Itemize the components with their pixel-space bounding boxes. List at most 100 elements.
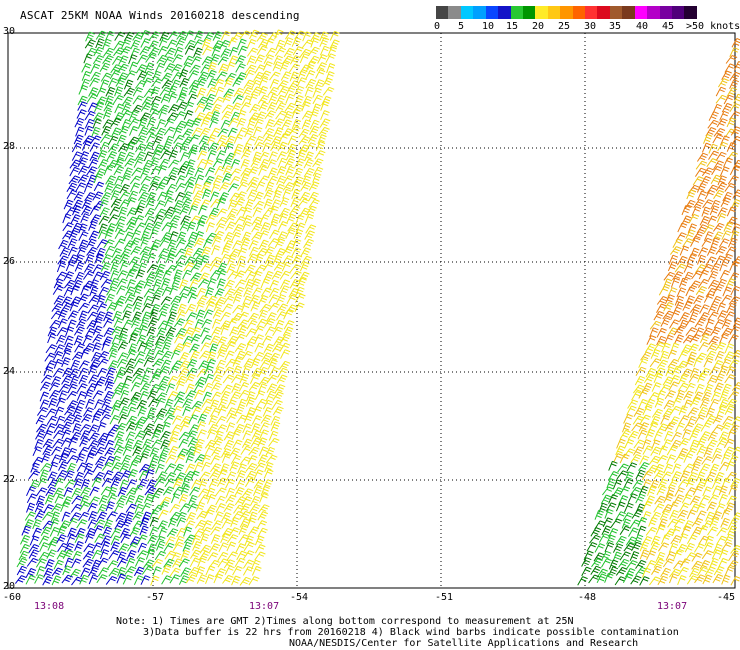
wind-barb	[164, 190, 174, 201]
wind-barb	[726, 87, 738, 97]
legend-color-swatch	[460, 6, 474, 19]
wind-barb	[224, 565, 235, 575]
wind-barb	[223, 439, 235, 450]
wind-barb	[171, 276, 181, 287]
wind-barb	[297, 70, 307, 81]
wind-barb	[39, 469, 49, 480]
wind-barb	[74, 343, 85, 353]
wind-barb	[126, 542, 139, 552]
wind-barb	[79, 437, 90, 447]
wind-barb	[53, 559, 64, 570]
wind-barb	[123, 167, 133, 178]
wind-barb	[664, 430, 674, 441]
wind-barb	[129, 175, 142, 185]
wind-barb	[189, 350, 200, 361]
wind-barb	[234, 496, 247, 506]
wind-barb	[172, 54, 184, 64]
wind-barb	[250, 157, 262, 168]
wind-barb	[721, 230, 732, 240]
wind-barb	[155, 208, 167, 218]
wind-barb	[682, 334, 695, 344]
wind-barb	[211, 520, 223, 530]
legend-color-swatch	[585, 6, 598, 19]
wind-barb	[161, 575, 172, 585]
wind-barb	[95, 87, 107, 98]
wind-barb	[306, 61, 316, 72]
wind-barb	[108, 567, 120, 577]
wind-barb	[34, 502, 45, 513]
wind-barb	[169, 574, 181, 584]
wind-barb	[139, 246, 152, 255]
wind-barb	[282, 246, 294, 256]
wind-barb	[317, 134, 327, 145]
wind-barb	[242, 559, 255, 569]
wind-barb	[36, 407, 49, 416]
wind-barb	[222, 240, 234, 250]
wind-barb	[110, 261, 120, 272]
wind-barb	[660, 317, 671, 327]
wind-barb	[221, 518, 233, 529]
wind-barb	[300, 181, 312, 191]
wind-barb	[241, 231, 252, 242]
wind-barb	[216, 134, 228, 145]
wind-barb	[49, 526, 60, 537]
wind-barb	[66, 189, 78, 200]
wind-barb	[241, 438, 253, 449]
wind-barb	[269, 279, 279, 290]
wind-barb	[104, 228, 114, 239]
wind-barb	[67, 310, 79, 320]
wind-barb	[179, 205, 191, 215]
wind-barb	[81, 63, 92, 73]
wind-barb	[269, 366, 280, 377]
wind-barb	[299, 207, 311, 217]
wind-barb	[200, 342, 211, 352]
wind-barb	[205, 93, 216, 104]
wind-barb	[656, 335, 667, 346]
wind-barb	[287, 143, 297, 154]
wind-barb	[100, 262, 111, 272]
wind-barb	[147, 407, 157, 418]
wind-barb	[92, 112, 104, 122]
wind-barb	[252, 486, 263, 497]
wind-barb	[128, 333, 138, 344]
wind-barb	[236, 550, 247, 561]
wind-barb	[89, 77, 100, 87]
wind-barb	[615, 535, 627, 545]
wind-barb	[113, 317, 124, 328]
wind-barb	[290, 270, 302, 280]
wind-barb	[137, 478, 148, 489]
wind-barb	[724, 183, 736, 192]
wind-barb	[275, 39, 285, 50]
wind-barb	[677, 509, 689, 519]
wind-barb	[75, 318, 87, 328]
wind-barb	[158, 37, 169, 48]
legend-color-swatch	[522, 6, 536, 19]
wind-barb	[721, 319, 732, 329]
wind-barb	[104, 381, 115, 392]
wind-barb	[669, 319, 680, 329]
wind-barb	[159, 447, 170, 457]
wind-barb	[118, 543, 130, 553]
wind-barb	[235, 63, 246, 73]
wind-barb	[16, 557, 28, 568]
wind-barb	[712, 134, 724, 144]
wind-barb	[301, 101, 311, 112]
wind-barb	[178, 438, 189, 449]
wind-barb	[223, 503, 235, 513]
wind-barb	[703, 224, 715, 234]
wind-barb	[174, 46, 184, 57]
wind-barb	[615, 445, 626, 456]
wind-barb	[729, 261, 739, 271]
wind-barb	[164, 118, 176, 128]
wind-barb	[123, 79, 134, 90]
wind-barb	[299, 64, 311, 74]
wind-barb	[267, 86, 279, 96]
wind-barb	[63, 286, 74, 297]
wind-barb	[298, 144, 310, 154]
wind-barb	[680, 526, 692, 536]
wind-barb	[198, 360, 210, 370]
wind-barb	[131, 374, 143, 384]
wind-barb	[151, 430, 162, 440]
wind-barb	[145, 198, 156, 208]
wind-barb	[44, 352, 56, 362]
